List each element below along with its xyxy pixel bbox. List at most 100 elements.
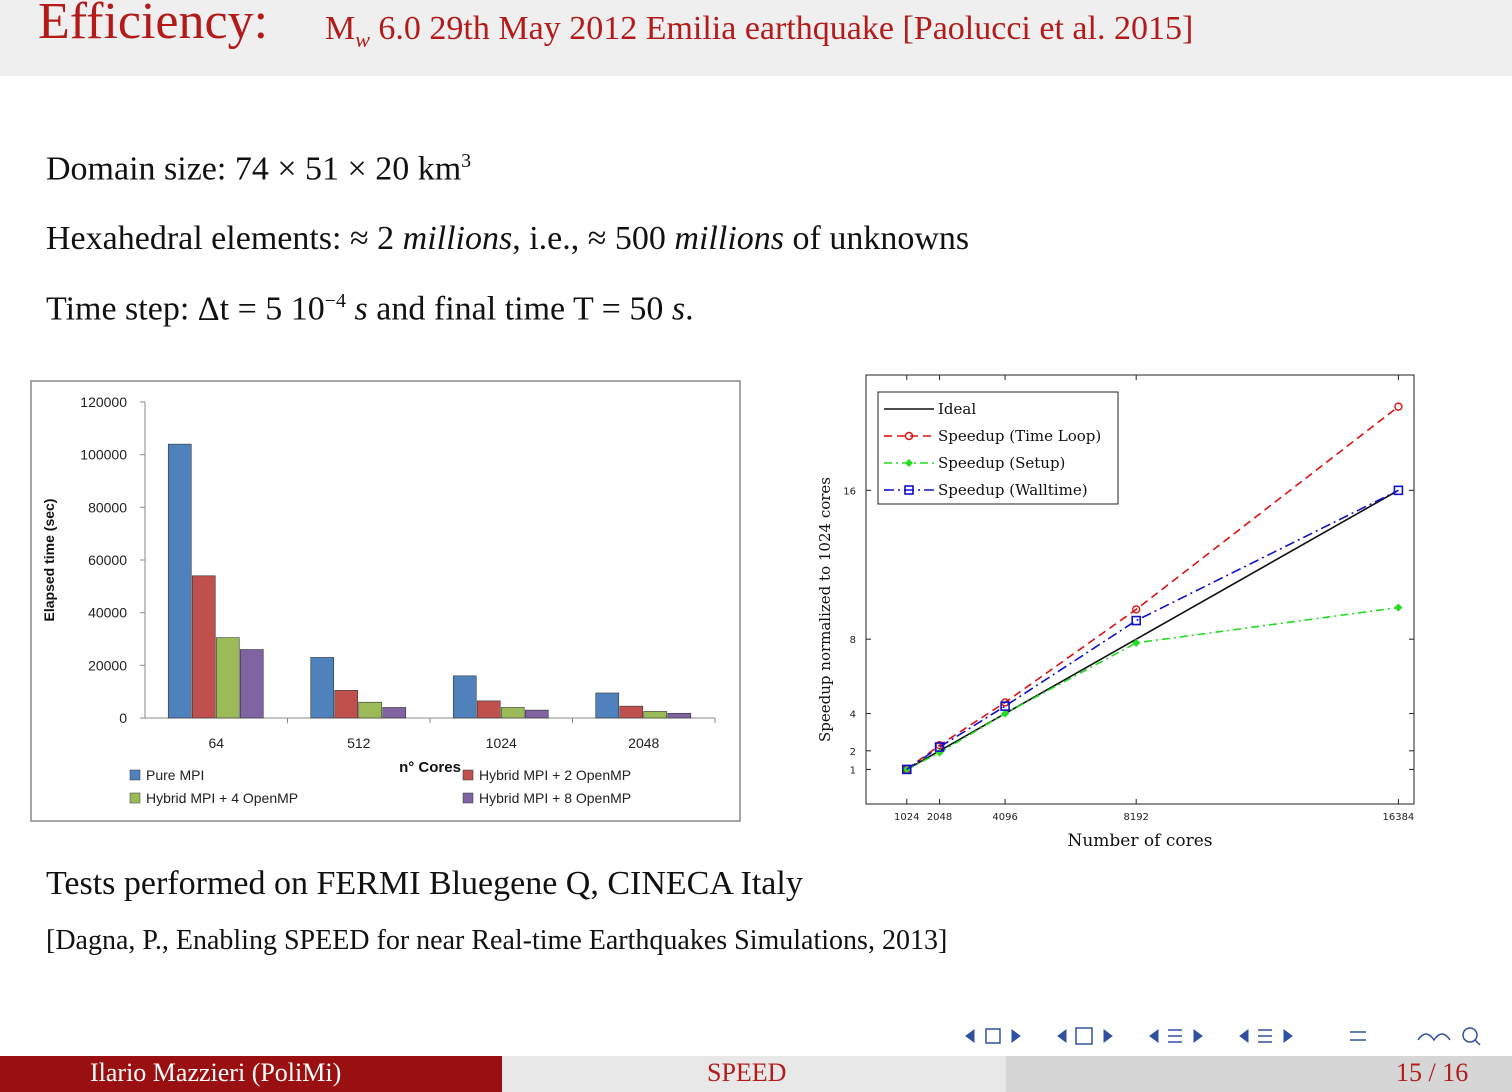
line-legend-label: Speedup (Time Loop): [938, 427, 1101, 445]
line-legend-marker: [904, 431, 914, 441]
hexa-end: of unknowns: [784, 220, 970, 257]
bar-x-tick-label: 2048: [628, 735, 659, 751]
footer-page-segment: 15 / 16: [1006, 1056, 1512, 1092]
time-mid: and final time T = 50: [367, 290, 672, 328]
hexa-mid: , i.e., ≈ 500: [512, 220, 675, 257]
tests-note: Tests performed on FERMI Bluegene Q, CIN…: [46, 865, 803, 902]
bar-512-2: [358, 701, 383, 719]
bar-y-axis-label: Elapsed time (sec): [41, 499, 57, 622]
nav-subsection-icon[interactable]: [1075, 1027, 1093, 1045]
nav-frame-left-icon[interactable]: [965, 1029, 975, 1043]
line-legend-label: Speedup (Walltime): [938, 481, 1088, 499]
bar-2048-1: [619, 705, 644, 719]
bar-y-tick-label: 20000: [88, 657, 127, 673]
line-y-tick-label: 4: [850, 710, 856, 721]
line-point-2: [1132, 638, 1141, 647]
line-x-axis-label: Number of cores: [1067, 831, 1212, 851]
bar-y-tick-label: 40000: [88, 605, 127, 621]
line-point-3: [1393, 485, 1404, 496]
bar-legend-label: Hybrid MPI + 4 OpenMP: [146, 790, 298, 806]
line-legend-marker: [905, 459, 913, 467]
beamer-navigation: [965, 1027, 1481, 1046]
line-legend-box: [877, 391, 1119, 505]
bar-2048-2: [643, 711, 668, 719]
bar-2048-3: [667, 712, 692, 719]
line-x-tick-label: 8192: [1123, 812, 1148, 823]
bar-chart-frame: [30, 380, 741, 822]
nav-doc-icon[interactable]: [1258, 1029, 1272, 1043]
time-unit-2: s: [671, 290, 686, 328]
citation: [Dagna, P., Enabling SPEED for near Real…: [46, 925, 948, 956]
bar-legend-swatch: [462, 792, 474, 804]
bar-1024-1: [476, 700, 501, 719]
bar-512-1: [334, 690, 359, 719]
line-point-2: [1001, 709, 1010, 718]
nav-align-icon[interactable]: [1350, 1031, 1366, 1041]
hexa-label: Hexahedral elements: ≈ 2: [46, 220, 403, 257]
footer-bar: Ilario Mazzieri (PoliMi) SPEED 15 / 16: [0, 1056, 1512, 1092]
nav-doc-left-icon[interactable]: [1239, 1029, 1249, 1043]
line-point-1: [1132, 605, 1141, 614]
hexa-millions-1: millions: [402, 220, 513, 257]
domain-exponent: 3: [461, 150, 472, 172]
line-series-2: [906, 606, 1399, 771]
bar-64-2: [215, 637, 240, 719]
nav-doc-right-icon[interactable]: [1283, 1029, 1293, 1043]
line-point-3: [934, 742, 945, 752]
bar-x-tick-label: 1024: [486, 735, 517, 751]
line-plot-frame: [865, 374, 1415, 805]
domain-value: 74 × 51 × 20 km: [234, 150, 462, 188]
bar-x-tick-label: 512: [347, 735, 371, 751]
line-series-3: [906, 489, 1399, 771]
nav-frame-icon[interactable]: [985, 1028, 1001, 1044]
bar-64-1: [191, 575, 216, 719]
line-point-2: [1394, 603, 1403, 612]
nav-section-left-icon[interactable]: [1149, 1029, 1159, 1043]
slide-title: Efficiency:: [38, 0, 269, 50]
line-point-3: [1131, 615, 1142, 626]
bar-legend-label: Pure MPI: [146, 767, 204, 783]
line-y-tick-label: 2: [850, 747, 856, 758]
line-legend-marker: [904, 485, 914, 495]
line-legend-label: Ideal: [938, 400, 976, 418]
title-bar: Efficiency: Mw 6.0 29th May 2012 Emilia …: [0, 0, 1512, 76]
nav-subsection-right-icon[interactable]: [1103, 1029, 1113, 1043]
line-y-tick-label: 1: [850, 765, 856, 776]
nav-search-icon[interactable]: [1417, 1027, 1481, 1046]
line-chart: 1024 2048 4096 8192 16384 1 2 4 8 16 Ideal Speedup …: [816, 374, 1415, 851]
line-x-tick-label: 2048: [927, 812, 952, 823]
time-label: Time step: Δt = 5 10: [46, 290, 325, 328]
time-exponent: −4: [324, 290, 347, 312]
nav-subsection-left-icon[interactable]: [1057, 1029, 1067, 1043]
bar-chart-container: 0 20000 40000 60000 80000 100000 120000 64 512 10…: [30, 380, 742, 827]
time-unit-1: s: [354, 290, 368, 328]
line-legend-label: Speedup (Setup): [938, 454, 1065, 472]
line-x-tick-label: 4096: [992, 812, 1017, 823]
nav-section-icon[interactable]: [1168, 1029, 1182, 1043]
bar-chart: 0 20000 40000 60000 80000 100000 120000 64 512 10…: [30, 380, 741, 822]
bar-64-3: [239, 649, 264, 719]
line-y-axis-label: Speedup normalized to 1024 cores: [816, 477, 834, 742]
bar-legend-swatch: [462, 769, 474, 781]
bar-2048-0: [595, 692, 620, 719]
bar-y-tick-label: 100000: [80, 447, 127, 463]
line-point-3: [1000, 701, 1010, 711]
footer-author: Ilario Mazzieri (PoliMi): [90, 1058, 342, 1087]
bar-1024-0: [452, 675, 477, 719]
bar-1024-3: [524, 709, 549, 719]
bar-1024-2: [500, 707, 525, 719]
bar-512-3: [382, 707, 407, 719]
bar-legend-label: Hybrid MPI + 2 OpenMP: [479, 767, 631, 783]
footer-title: SPEED: [707, 1058, 787, 1087]
line-x-tick-label: 16384: [1382, 812, 1414, 823]
line-point-3: [901, 764, 912, 775]
footer-page-number: 15 / 16: [1396, 1058, 1469, 1087]
bar-legend-swatch: [129, 792, 141, 804]
hexahedral-line: Hexahedral elements: ≈ 2 millions, i.e.,…: [46, 220, 969, 258]
bar-legend-label: Hybrid MPI + 8 OpenMP: [479, 790, 631, 806]
bar-y-tick-label: 80000: [88, 499, 127, 515]
nav-frame-right-icon[interactable]: [1011, 1029, 1021, 1043]
bar-x-axis-label: n° Cores: [399, 759, 461, 776]
nav-section-right-icon[interactable]: [1193, 1029, 1203, 1043]
time-end: .: [685, 290, 694, 328]
